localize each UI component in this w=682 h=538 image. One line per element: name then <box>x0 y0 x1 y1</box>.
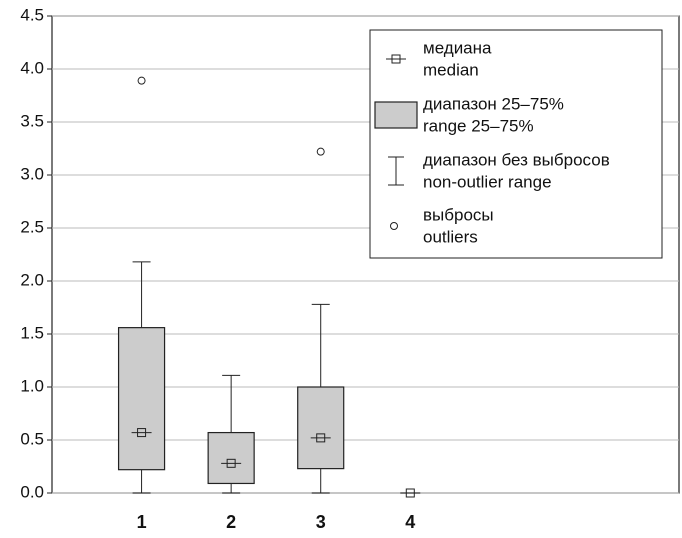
median-marker <box>137 428 147 438</box>
y-tick-label: 2.5 <box>20 217 44 236</box>
box <box>117 327 166 471</box>
legend-icon <box>374 101 418 129</box>
legend-icon <box>390 222 398 230</box>
legend-label: non-outlier range <box>423 172 552 191</box>
y-tick-label: 4.0 <box>20 58 44 77</box>
legend-label: range 25–75% <box>423 116 534 135</box>
y-tick-label: 3.5 <box>20 111 44 130</box>
box <box>297 386 345 470</box>
x-tick-label: 3 <box>316 512 326 532</box>
legend-label: диапазон без выбросов <box>423 150 610 169</box>
y-tick-label: 0.5 <box>20 429 44 448</box>
legend-label: диапазон 25–75% <box>423 94 564 113</box>
legend-label: медиана <box>423 38 492 57</box>
y-tick-label: 1.5 <box>20 323 44 342</box>
y-tick-label: 3.0 <box>20 164 44 183</box>
x-tick-label: 1 <box>137 512 147 532</box>
legend-label: median <box>423 60 479 79</box>
outlier <box>316 147 325 156</box>
outlier <box>137 76 146 85</box>
median-marker <box>405 488 415 498</box>
legend-icon <box>391 54 401 64</box>
legend-box <box>369 29 663 259</box>
x-tick-label: 2 <box>226 512 236 532</box>
y-tick-label: 2.0 <box>20 270 44 289</box>
median-marker <box>316 433 326 443</box>
y-tick-label: 1.0 <box>20 376 44 395</box>
y-tick-label: 4.5 <box>20 5 44 24</box>
box <box>207 431 255 485</box>
legend-label: outliers <box>423 227 478 246</box>
legend-label: выбросы <box>423 205 494 224</box>
median-marker <box>226 458 236 468</box>
y-tick-label: 0.0 <box>20 482 44 501</box>
x-tick-label: 4 <box>405 512 415 532</box>
